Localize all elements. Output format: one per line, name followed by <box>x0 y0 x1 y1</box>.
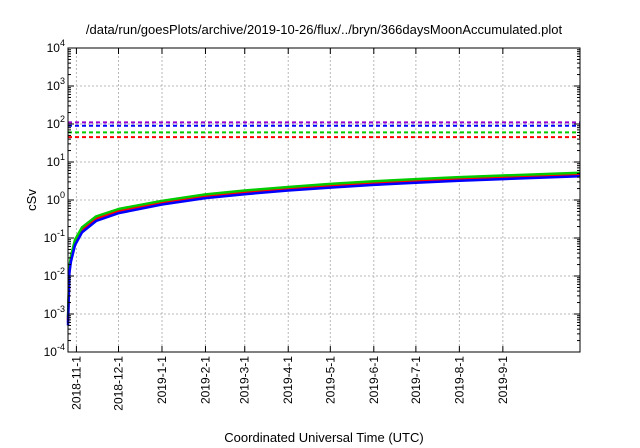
x-tick-label: 2019-1-1 <box>155 356 169 404</box>
series-line <box>66 171 581 318</box>
y-tick-label: 10-1 <box>44 228 65 245</box>
y-axis-label: cSv <box>24 189 39 211</box>
threshold-lines <box>68 121 580 139</box>
series-lines <box>66 171 581 326</box>
x-tick-label: 2019-9-1 <box>496 356 510 404</box>
y-tick-label: 10-4 <box>44 342 65 359</box>
x-axis: 2018-11-1 2018-12-1 2019-1-1 2019-2-1 2019-3… <box>69 48 510 411</box>
y-tick-label: 100 <box>47 190 65 207</box>
y-tick-label: 103 <box>47 76 65 93</box>
x-tick-label: 2019-7-1 <box>409 356 423 404</box>
y-tick-label: 101 <box>47 152 65 169</box>
series-line <box>66 175 581 326</box>
y-axis: 10-4 10-3 10-2 10-1 100 101 102 103 104 <box>44 38 580 359</box>
x-axis-label: Coordinated Universal Time (UTC) <box>224 430 423 445</box>
series-line <box>66 172 581 320</box>
x-tick-label: 2018-11-1 <box>69 356 83 410</box>
y-tick-label: 10-2 <box>44 266 65 283</box>
x-tick-label: 2019-2-1 <box>198 356 212 404</box>
x-tick-label: 2019-5-1 <box>323 356 337 404</box>
chart-title: /data/run/goesPlots/archive/2019-10-26/f… <box>86 22 563 37</box>
x-tick-label: 2019-4-1 <box>281 356 295 404</box>
grid <box>68 48 580 352</box>
y-tick-label: 102 <box>47 114 65 131</box>
x-tick-label: 2019-8-1 <box>452 356 466 404</box>
x-tick-label: 2019-6-1 <box>367 356 381 404</box>
y-tick-label: 10-3 <box>44 304 65 321</box>
x-tick-label: 2018-12-1 <box>111 356 125 411</box>
y-tick-label: 104 <box>47 38 65 55</box>
x-tick-label: 2019-3-1 <box>238 356 252 404</box>
